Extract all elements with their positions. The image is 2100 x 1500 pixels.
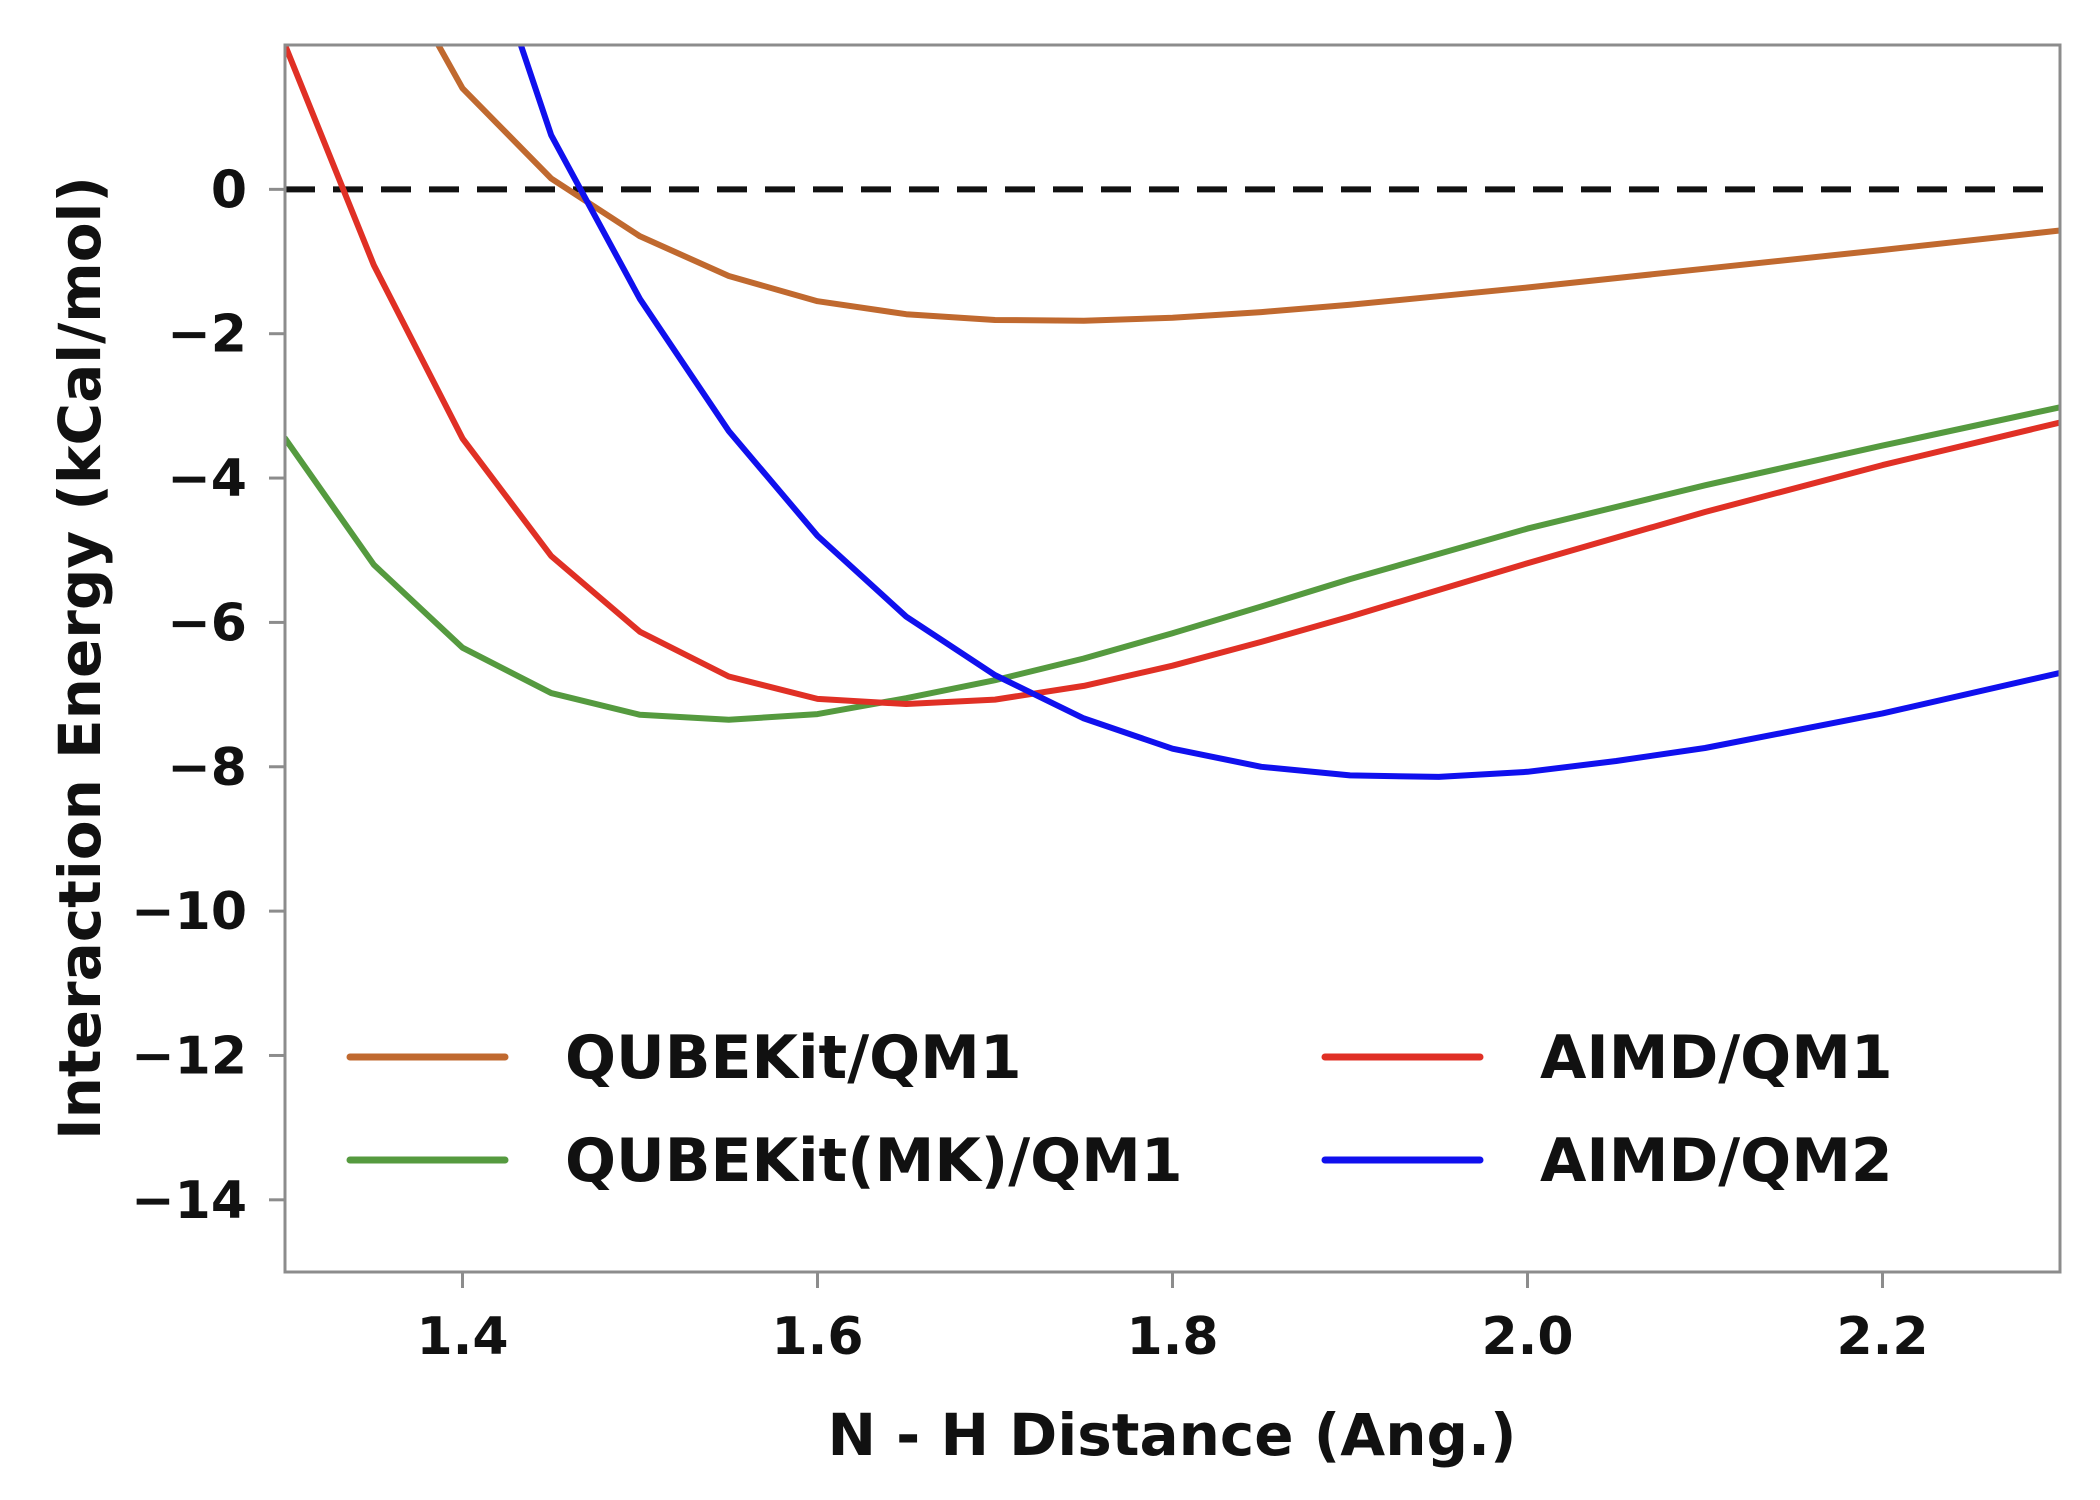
series-line-2 [285, 45, 2060, 707]
y-axis-label: Interaction Energy (kCal/mol) [46, 176, 114, 1140]
x-tick-label: 1.6 [771, 1307, 863, 1367]
series-line-3 [517, 45, 2060, 780]
legend-label-2: AIMD/QM1 [1540, 1023, 1893, 1093]
x-tick-label: 2.0 [1481, 1307, 1573, 1367]
legend-label-0: QUBEKit/QM1 [565, 1023, 1022, 1093]
y-tick-label: −2 [167, 305, 247, 365]
legend-label-3: AIMD/QM2 [1540, 1126, 1893, 1196]
y-tick-label: −14 [131, 1171, 247, 1231]
y-tick-label: −10 [131, 882, 247, 942]
y-tick-label: 0 [211, 160, 247, 220]
y-tick-label: −6 [167, 593, 247, 653]
x-axis-label: N - H Distance (Ang.) [827, 1401, 1516, 1469]
y-tick-label: −12 [131, 1026, 247, 1086]
y-tick-label: −8 [167, 738, 247, 798]
x-tick-label: 2.2 [1836, 1307, 1928, 1367]
y-tick-label: −4 [167, 449, 247, 509]
legend-label-1: QUBEKit(MK)/QM1 [565, 1126, 1183, 1196]
series-line-1 [285, 404, 2060, 723]
x-tick-label: 1.8 [1126, 1307, 1218, 1367]
x-tick-label: 1.4 [416, 1307, 508, 1367]
legend: QUBEKit/QM1 QUBEKit(MK)/QM1 AIMD/QM1 AIMD/Q… [346, 1023, 1893, 1196]
series-line-0 [434, 45, 2060, 324]
